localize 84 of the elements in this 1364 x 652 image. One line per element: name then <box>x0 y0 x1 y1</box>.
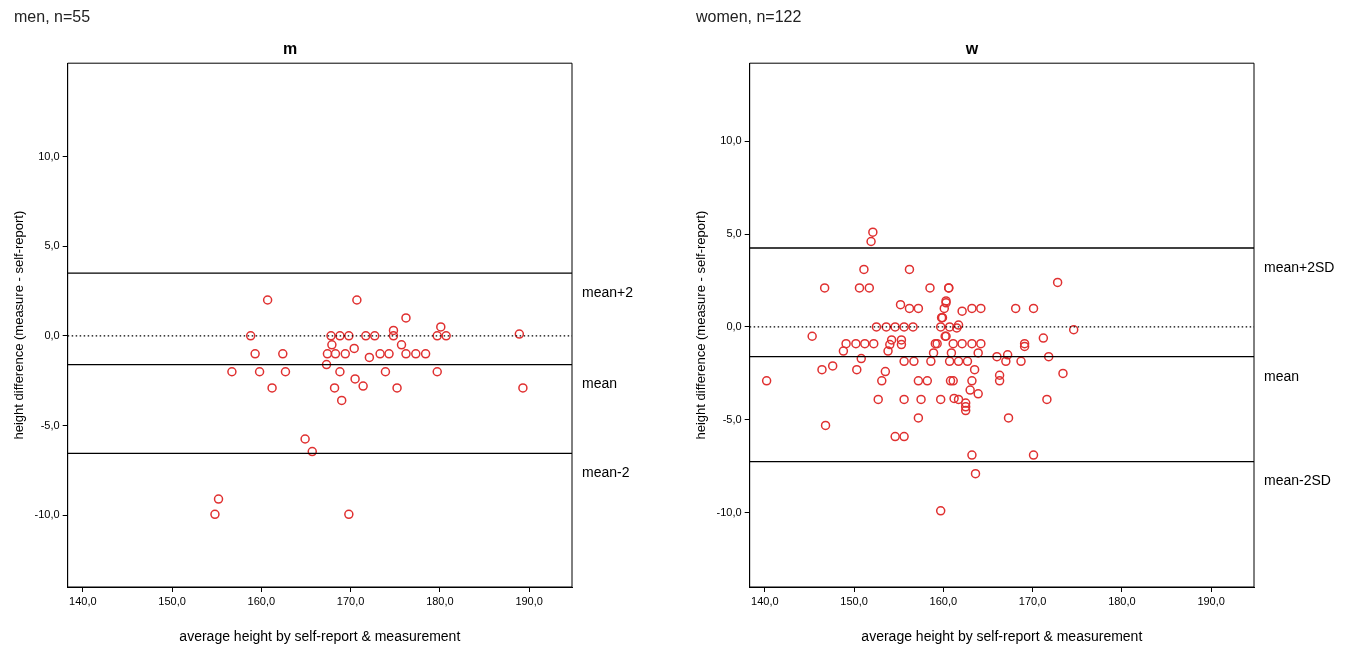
point <box>436 322 446 332</box>
point <box>250 349 260 359</box>
point <box>327 340 337 350</box>
point <box>280 366 291 377</box>
point <box>278 349 288 359</box>
y-tick-label: 5,0 <box>726 227 742 240</box>
point <box>420 349 431 359</box>
point <box>358 381 368 391</box>
point <box>518 383 528 393</box>
point <box>380 366 391 377</box>
ref-line-label: mean <box>582 375 618 392</box>
x-tick-label: 150,0 <box>158 594 186 607</box>
point <box>401 349 411 359</box>
point <box>300 434 310 444</box>
point <box>361 331 371 341</box>
ref-line-label: mean <box>1264 367 1300 384</box>
y-tick-label: 0,0 <box>44 328 60 341</box>
x-tick-label: 190,0 <box>515 594 543 607</box>
point <box>344 509 354 520</box>
point <box>245 331 256 341</box>
x-tick-label: 180,0 <box>426 594 454 607</box>
ref-line-label: mean-2SD <box>1264 472 1331 489</box>
point <box>392 383 402 393</box>
x-tick-label: 180,0 <box>1108 594 1136 607</box>
x-tick-label: 140,0 <box>751 594 779 607</box>
ref-line-label: mean+2SD <box>1264 258 1335 275</box>
y-tick-label: 0,0 <box>726 319 742 332</box>
point <box>340 349 351 359</box>
x-axis-title: average height by self-report & measurement <box>179 628 461 645</box>
point <box>330 349 341 359</box>
y-axis-title: height difference (measure - self-report) <box>693 210 709 440</box>
chart-subtitle: women, n=122 <box>696 8 802 26</box>
y-tick-label: 10,0 <box>38 149 60 162</box>
point <box>322 349 333 359</box>
point <box>267 383 277 393</box>
point <box>254 366 265 377</box>
x-tick-label: 150,0 <box>840 594 868 607</box>
point <box>335 331 345 341</box>
point <box>210 509 220 520</box>
point <box>321 359 332 370</box>
point <box>375 349 385 359</box>
chart-title: m <box>282 40 298 58</box>
point <box>432 331 442 341</box>
x-tick-label: 170,0 <box>1018 594 1047 607</box>
y-axis-title: height difference (measure - self-report) <box>11 210 27 440</box>
x-tick-label: 160,0 <box>247 594 276 607</box>
y-tick-label: 10,0 <box>720 134 742 147</box>
x-tick-label: 170,0 <box>336 594 365 607</box>
point <box>213 494 224 504</box>
y-tick-label: -10,0 <box>34 508 60 521</box>
point <box>335 366 345 377</box>
point <box>262 295 273 305</box>
point <box>350 374 360 384</box>
point <box>326 331 336 341</box>
point <box>344 331 354 341</box>
point <box>227 366 237 377</box>
point <box>432 366 442 377</box>
chart-subtitle: men, n=55 <box>14 8 91 26</box>
point <box>349 343 359 354</box>
point <box>514 329 525 339</box>
x-tick-label: 190,0 <box>1197 594 1225 607</box>
point <box>352 295 362 305</box>
point <box>411 349 421 359</box>
y-tick-label: -5,0 <box>722 412 742 425</box>
ref-line-label: mean+2 <box>582 283 634 300</box>
point <box>369 331 380 341</box>
point <box>336 395 347 406</box>
point <box>441 331 451 341</box>
point <box>364 352 375 363</box>
y-tick-label: -10,0 <box>716 505 742 518</box>
point <box>396 340 407 350</box>
ref-line-label: mean-2 <box>582 464 630 481</box>
point <box>307 446 317 457</box>
point <box>388 325 399 336</box>
point <box>329 383 340 393</box>
point <box>384 349 394 359</box>
chart-title: w <box>964 40 979 58</box>
y-tick-label: -5,0 <box>40 418 60 431</box>
x-axis-title: average height by self-report & measurement <box>861 628 1143 645</box>
x-tick-label: 160,0 <box>929 594 958 607</box>
point <box>401 313 411 323</box>
point <box>388 331 399 341</box>
x-tick-label: 140,0 <box>69 594 97 607</box>
y-tick-label: 5,0 <box>44 239 60 252</box>
